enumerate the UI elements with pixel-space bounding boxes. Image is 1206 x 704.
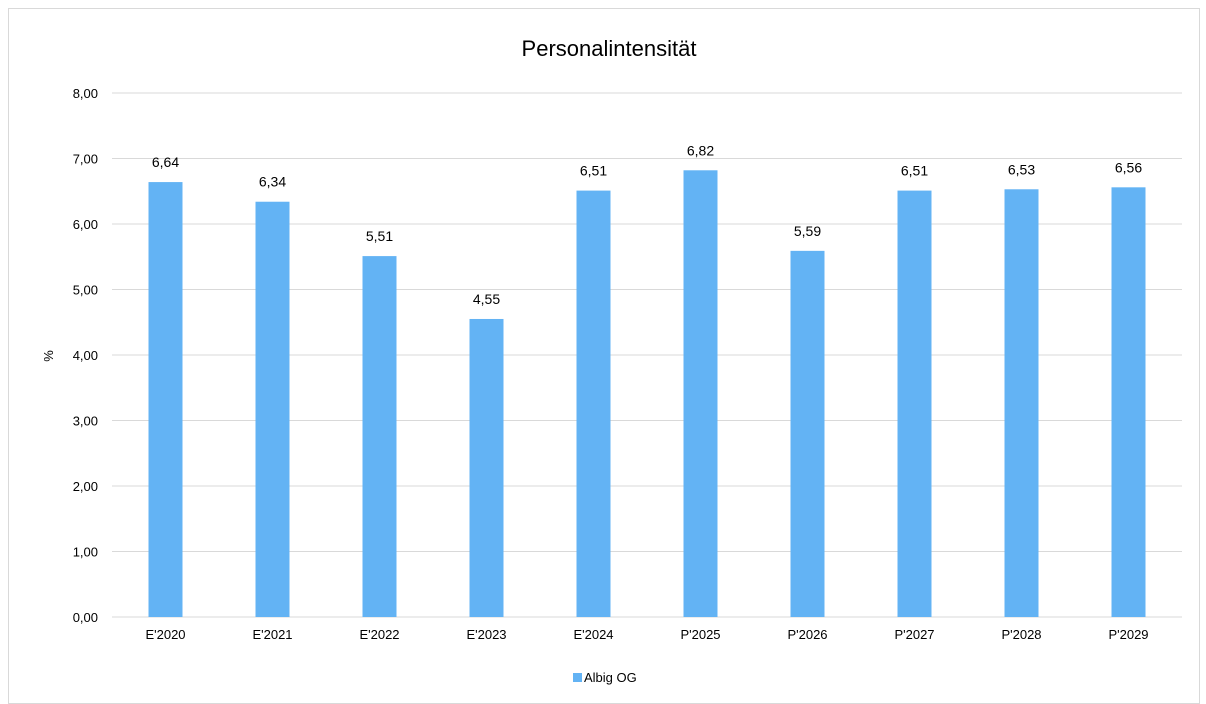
bar	[790, 250, 825, 618]
x-tick-label: E'2020	[145, 627, 185, 642]
data-label: 4,55	[473, 291, 500, 307]
y-tick-label: 6,00	[73, 217, 98, 232]
y-tick-label: 3,00	[73, 414, 98, 429]
bar	[1111, 187, 1146, 617]
bar	[148, 182, 183, 617]
bar	[255, 201, 290, 618]
bar	[362, 256, 397, 617]
data-label: 6,64	[152, 154, 179, 170]
bar	[683, 170, 718, 618]
gridlines	[112, 92, 1182, 618]
y-tick-label: 2,00	[73, 479, 98, 494]
data-labels: 6,64 6,34 5,51 4,55 6,51 6,82 5,59 6,51 6,53 6,56	[152, 142, 1142, 307]
legend-label-albig-og: Albig OG	[584, 670, 637, 685]
bar	[897, 190, 932, 617]
y-tick-label: 4,00	[73, 348, 98, 363]
x-tick-label: E'2023	[466, 627, 506, 642]
y-axis-ticks: 0,00 1,00 2,00 3,00 4,00 5,00 6,00 7,00 8,00	[73, 86, 98, 625]
data-label: 6,34	[259, 174, 286, 190]
data-label: 6,82	[687, 142, 714, 158]
x-tick-label: P'2027	[894, 627, 934, 642]
x-tick-label: P'2026	[787, 627, 827, 642]
y-axis-label: %	[41, 350, 56, 362]
data-label: 5,51	[366, 228, 393, 244]
legend: Albig OG	[573, 670, 637, 685]
x-tick-label: E'2021	[252, 627, 292, 642]
y-tick-label: 7,00	[73, 152, 98, 167]
data-label: 6,51	[901, 163, 928, 179]
bar	[469, 318, 504, 617]
data-label: 6,53	[1008, 161, 1035, 177]
data-label: 6,51	[580, 163, 607, 179]
x-tick-label: P'2029	[1108, 627, 1148, 642]
x-axis-ticks: E'2020 E'2021 E'2022 E'2023 E'2024 P'2025 P'20…	[145, 627, 1148, 642]
legend-swatch-albig-og	[573, 673, 582, 682]
data-label: 6,56	[1115, 159, 1142, 175]
y-tick-label: 1,00	[73, 545, 98, 560]
y-tick-label: 0,00	[73, 610, 98, 625]
data-label: 5,59	[794, 223, 821, 239]
chart-title: Personalintensität	[522, 36, 697, 61]
bar	[576, 190, 611, 617]
x-tick-label: E'2024	[573, 627, 613, 642]
bars	[148, 170, 1146, 618]
y-tick-label: 8,00	[73, 86, 98, 101]
x-tick-label: E'2022	[359, 627, 399, 642]
x-tick-label: P'2028	[1001, 627, 1041, 642]
y-tick-label: 5,00	[73, 283, 98, 298]
x-tick-label: P'2025	[680, 627, 720, 642]
bar	[1004, 189, 1039, 617]
